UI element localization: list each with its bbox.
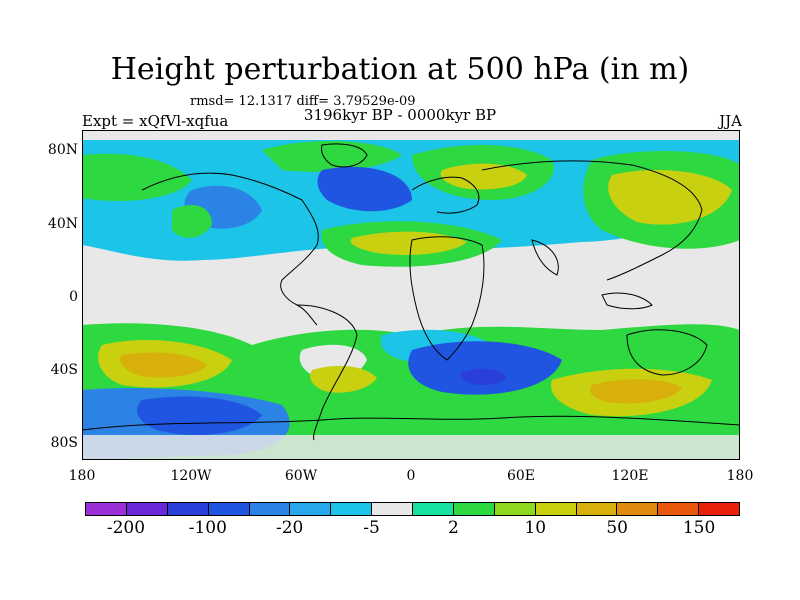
coast-north-america — [141, 172, 319, 326]
colorbar-swatch — [331, 503, 373, 515]
lon-label-60e: 60E — [506, 468, 536, 484]
coast-australia — [626, 329, 708, 376]
rmsd-text: rmsd= 12.1317 diff= 3.79529e-09 — [190, 94, 416, 109]
coastlines — [82, 143, 740, 441]
lon-label-180w: 180 — [68, 468, 96, 484]
colorbar-swatch — [699, 503, 739, 515]
field-nh-yellow-europe — [440, 163, 527, 190]
colorbar-label: 10 — [524, 518, 547, 538]
coast-antarctica — [82, 415, 740, 431]
colorbar-label: -5 — [363, 518, 380, 538]
colorbar-swatch — [576, 503, 618, 515]
field-nh-blue-north — [317, 166, 412, 212]
field-nh-green-atlantic — [262, 140, 402, 172]
colorbar-label: 150 — [682, 518, 716, 538]
colorbar-label: -100 — [188, 518, 227, 538]
colorbar-swatch — [249, 503, 291, 515]
colorbar-swatch — [617, 503, 659, 515]
coast-europe — [411, 176, 480, 214]
field-sh-orange-west — [120, 352, 207, 378]
lat-label-40n: 40N — [47, 216, 78, 232]
colorbar-label: -20 — [275, 518, 304, 538]
colorbar-swatch — [413, 503, 454, 515]
field-sh-navy-indian — [460, 368, 507, 386]
colorbar-swatch — [535, 503, 577, 515]
field-nh-yellow-subtropic — [350, 231, 467, 255]
coast-asia-south — [531, 239, 559, 276]
map-title: Height perturbation at 500 hPa (in m) — [110, 52, 690, 87]
colorbar-label: -200 — [106, 518, 146, 538]
field-nh-green-west — [82, 153, 192, 201]
field-sh-dblue-south — [137, 396, 262, 435]
coast-asia — [481, 160, 703, 281]
experiment-text: Expt = xQfVl-xqfua — [82, 112, 229, 130]
field-sh-white-antarctic — [82, 435, 740, 460]
field-sh-blue-indian — [408, 341, 562, 395]
period-text: 3196kyr BP - 0000kyr BP — [303, 106, 497, 124]
lon-label-60w: 60W — [284, 468, 318, 484]
field-nh-green-dateline — [172, 205, 212, 238]
colorbar-swatch — [658, 503, 700, 515]
lat-label-40s: 40S — [50, 362, 78, 378]
colorbar-swatch — [86, 503, 127, 515]
lat-label-80s: 80S — [50, 435, 78, 451]
field-sh-orange-east — [590, 379, 682, 404]
colorbar-swatch — [167, 503, 209, 515]
coast-greenland — [321, 143, 368, 168]
colorbar-swatch — [208, 503, 250, 515]
lat-label-0: 0 — [69, 289, 78, 305]
lon-label-0: 0 — [406, 468, 416, 484]
colorbar-swatch — [494, 503, 536, 515]
colorbar-swatch — [126, 503, 168, 515]
colorbar-label: 2 — [448, 518, 459, 538]
coast-south-america — [296, 304, 358, 441]
height-perturbation-map — [82, 130, 740, 460]
colorbar-swatch — [290, 503, 332, 515]
lat-label-80n: 80N — [47, 142, 78, 158]
colorbar-label: 50 — [606, 518, 628, 538]
field-sh-yellow-atlantic — [310, 365, 377, 393]
field-nh-yellow-east — [608, 170, 732, 225]
colorbar — [85, 502, 740, 516]
colorbar-swatch — [372, 503, 413, 515]
lon-label-120w: 120W — [170, 468, 212, 484]
season-text: JJA — [719, 112, 742, 130]
coast-africa — [409, 236, 485, 361]
map-frame — [82, 130, 740, 460]
lon-label-120e: 120E — [611, 468, 649, 484]
colorbar-swatch — [453, 503, 495, 515]
lon-label-180e: 180 — [726, 468, 754, 484]
coast-indonesia — [601, 292, 653, 310]
